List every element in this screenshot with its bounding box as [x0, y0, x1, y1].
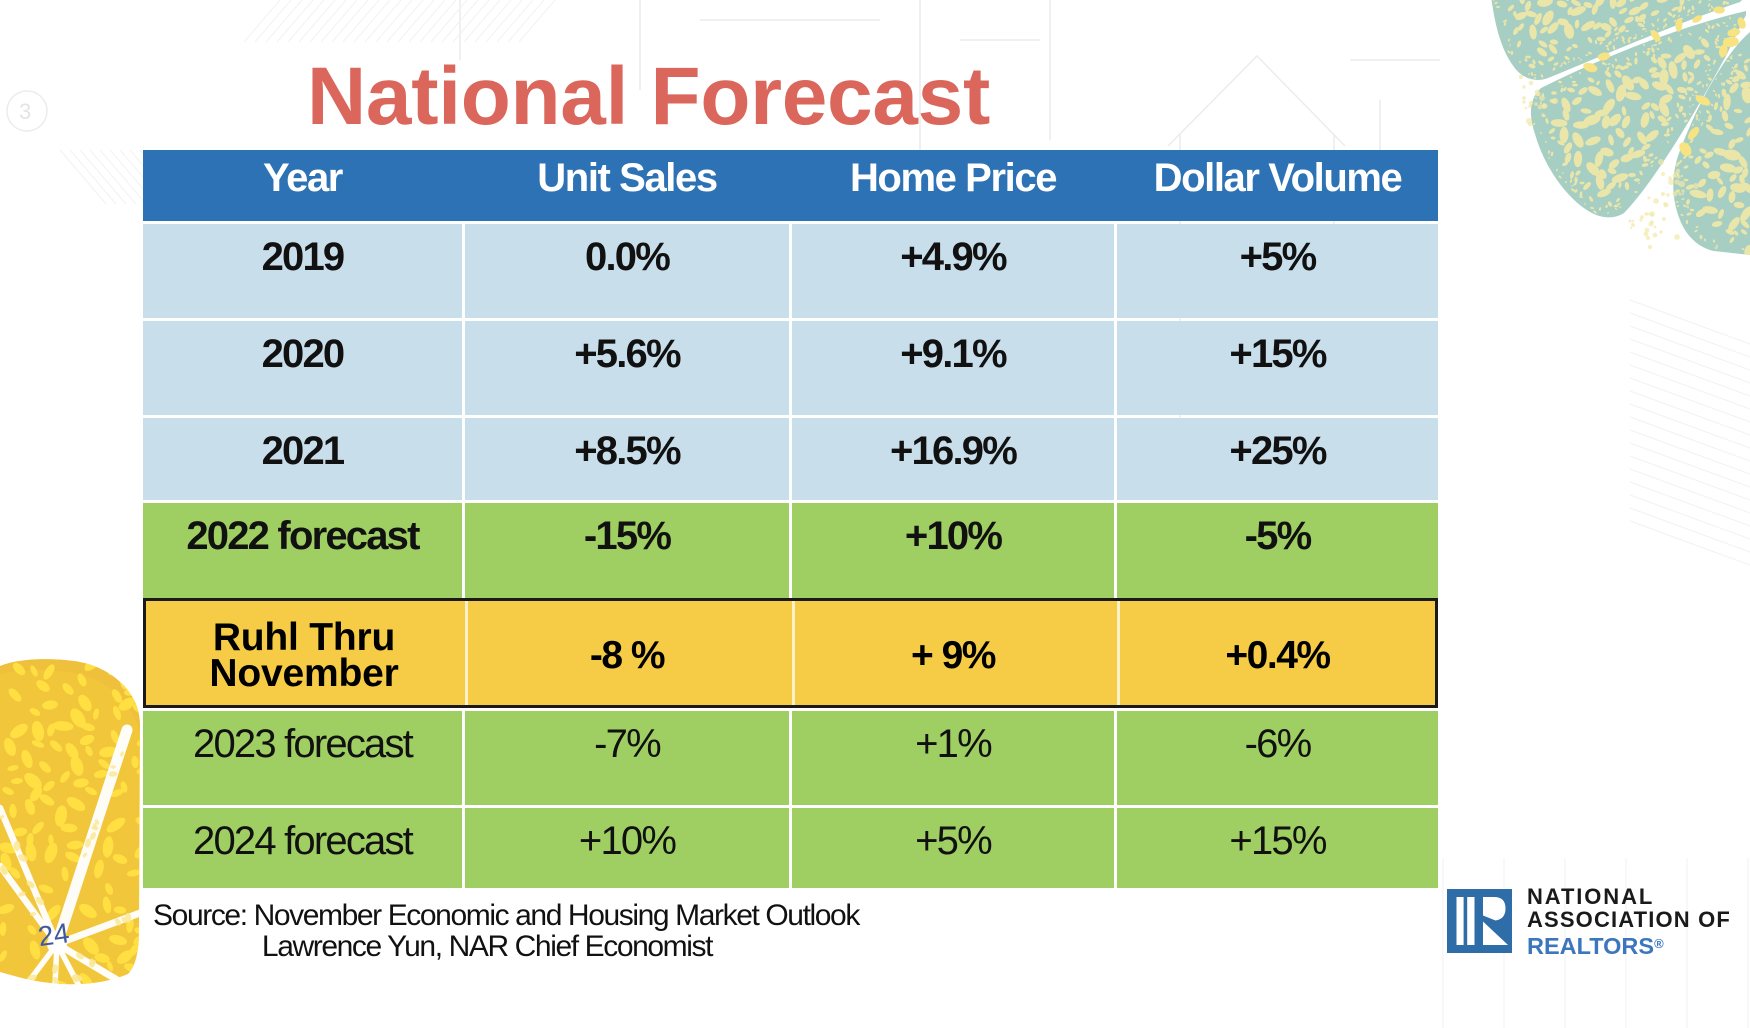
svg-text:3: 3	[19, 99, 31, 124]
svg-text:24: 24	[36, 917, 71, 952]
